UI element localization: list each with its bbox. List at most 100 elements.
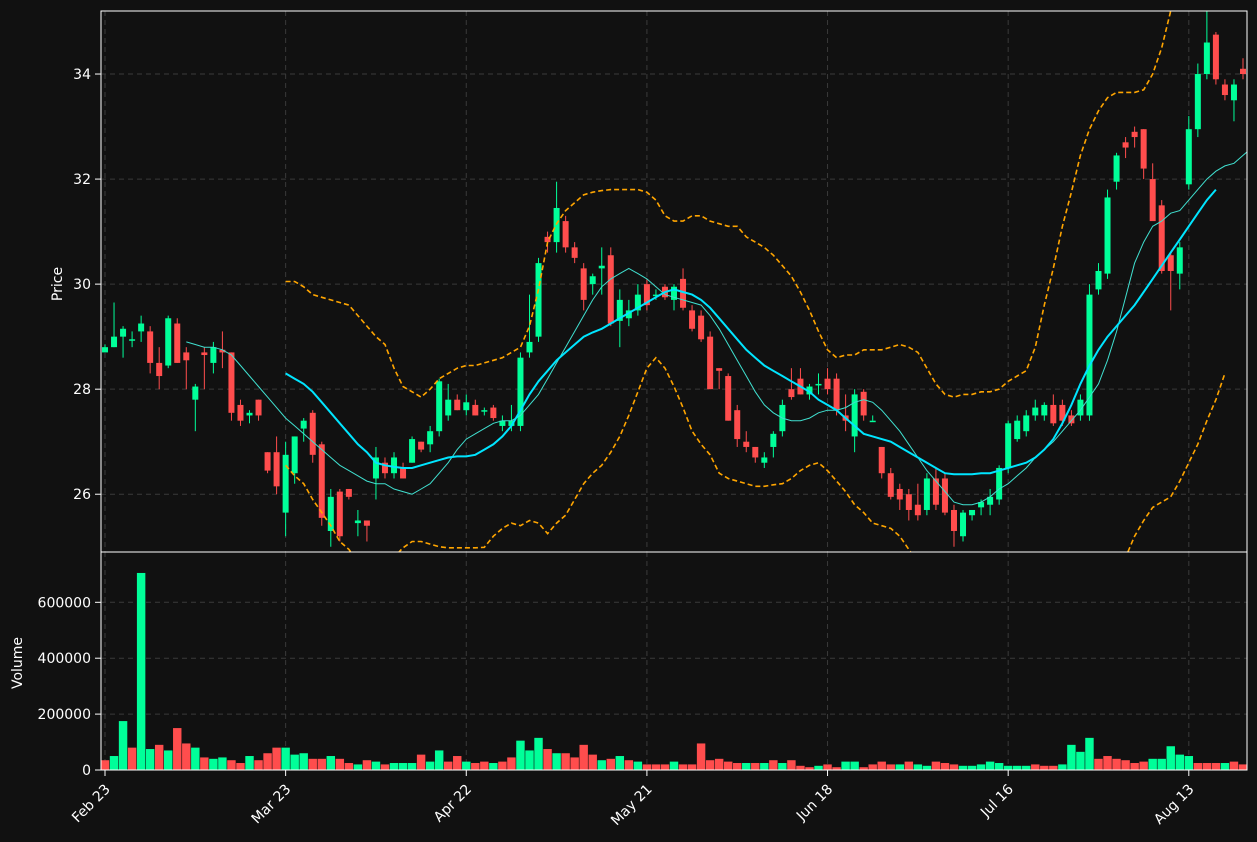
volume-bar [389,763,399,770]
candle-body [580,268,587,300]
volume-bar [209,758,218,770]
volume-bar [1067,744,1076,770]
volume-bar [245,756,254,770]
candle-body [327,496,334,531]
candle-body [1077,399,1084,416]
price-tick-label: 32 [73,172,91,188]
price-tick-label: 34 [73,67,91,83]
candle-body [1240,68,1246,75]
volume-bar [994,763,1004,770]
volume-bar [958,765,968,770]
price-tick-label: 30 [73,277,91,293]
candle-body [490,407,497,419]
volume-bar [931,761,941,770]
candle-body [978,502,985,508]
volume-bar [985,761,995,770]
volume-bar [660,764,670,770]
candle-body [427,431,434,445]
volume-bar [642,764,652,770]
volume-bar [317,758,326,770]
candle-body [788,389,795,398]
candle-body [1095,270,1102,290]
volume-bar [877,761,886,770]
volume-bar [434,750,444,770]
candle-body [1185,129,1192,185]
volume-bar [191,747,200,770]
candle-body [1149,179,1156,222]
candle-body [309,412,316,455]
volume-bar [344,763,354,770]
volume-bar [290,754,299,770]
candle-body [941,478,948,513]
volume-bar [145,749,155,770]
candle-body [1176,247,1183,274]
volume-tick-label: 200000 [38,707,91,723]
candle-body [1122,142,1129,148]
candle-body [869,420,876,423]
volume-bar [534,737,543,770]
volume-bar [570,757,579,770]
candle-body [643,284,650,306]
candle-body [1158,205,1165,271]
candle-body [102,347,108,353]
candle-body [1113,155,1120,182]
candle-body [436,381,443,432]
bollinger-lower-line [284,356,1226,552]
candle-body [481,410,488,412]
volume-bar [218,757,227,770]
volume-bar [805,767,814,770]
candle-body [255,399,262,416]
volume-bar [335,758,345,770]
volume-bar [1148,758,1157,770]
volume-bar [579,744,588,770]
volume-bar [272,747,281,770]
price-axis-title: Price [50,267,66,301]
candle-body [960,512,967,537]
candle-body [1032,407,1039,416]
candle-body [1194,74,1201,130]
candle-body [752,446,759,458]
volume-bar [1184,756,1194,770]
candle-body [472,404,479,416]
candle-body [698,315,705,340]
candle-body [535,263,542,337]
candle-body [851,394,858,437]
candle-body [634,294,641,311]
candle-body [246,412,253,416]
volume-bar [597,760,606,770]
volume-panel-frame [100,551,1248,771]
candle-body [616,299,623,321]
volume-bar [1193,763,1203,770]
candle-body [201,352,208,356]
candle-body [228,352,235,413]
candle-body [1140,129,1147,169]
volume-bar [904,761,914,770]
candle-body [680,278,687,308]
volume-bar [281,747,290,770]
volume-bar [976,764,986,770]
candle-body [1086,294,1093,416]
candle-body [391,457,398,474]
volume-bar [633,761,643,770]
volume-bar [1094,758,1103,770]
price-panel: 26 28 30 32 34 [73,10,1248,553]
volume-bar [443,761,453,770]
candle-body [598,265,605,269]
candle-body [282,454,289,513]
volume-bar [841,761,850,770]
volume-bar [751,763,760,770]
volume-bar [299,753,308,770]
volume-bar [407,763,417,770]
candle-body [969,509,976,516]
candle-body [300,420,307,429]
candle-body [553,207,560,243]
candle-body [1050,404,1057,424]
volume-bar [453,756,462,770]
volume-bar [380,764,390,770]
volume-tick-label: 600000 [38,595,91,611]
volume-bar [588,754,597,770]
volume-bar [850,761,859,770]
volume-bar [832,767,841,770]
candle-body [273,452,280,487]
volume-bar [1130,763,1139,770]
